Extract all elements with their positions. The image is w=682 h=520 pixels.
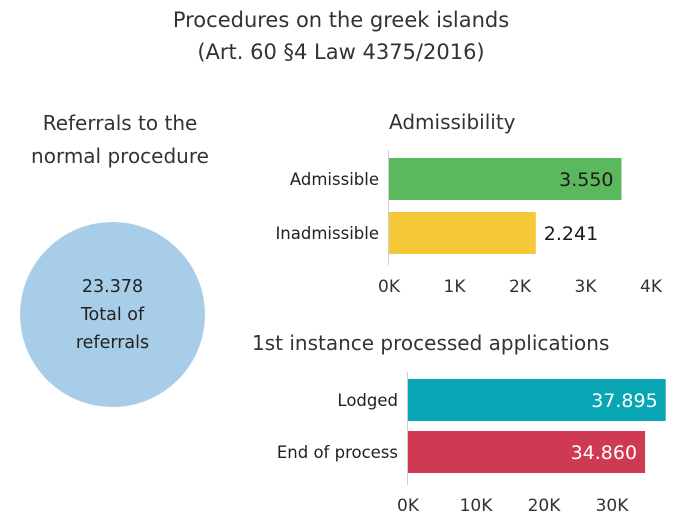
page-subtitle: (Art. 60 §4 Law 4375/2016) [197,40,485,64]
referrals-heading-line1: Referrals to the [42,111,198,135]
referrals-heading: Referrals to the normal procedure [0,107,240,173]
admissibility-tick-label: 2K [509,277,532,297]
processed-tick-label: 30K [596,496,630,516]
admissibility-value-label-inadmissible: 2.241 [544,223,598,245]
admissibility-category-label-inadmissible: Inadmissible [275,224,379,243]
processed-bar-end-of-process [408,431,646,473]
referrals-label-line1: Total of [80,304,145,325]
processed-tick-label: 20K [528,496,562,516]
admissibility-tick-label: 0K [378,277,401,297]
processed-tick-label: 10K [460,496,494,516]
admissibility-category-label-admissible: Admissible [290,170,379,189]
processed-value-label-end-of-process: 34.860 [571,442,637,464]
admissibility-tick-label: 4K [640,277,663,297]
referrals-heading-line2: normal procedure [31,144,209,168]
referrals-label-line2: referrals [75,332,150,353]
referrals-value: 23.378 [81,276,144,297]
processed-category-label-lodged: Lodged [337,391,398,410]
admissibility-chart-title: Admissibility [389,110,516,134]
processed-category-label-end-of-process: End of process [277,443,398,462]
processed-chart-title: 1st instance processed applications [252,331,610,355]
admissibility-tick-label: 1K [444,277,467,297]
referrals-circle: 23.378 Total of referrals [20,222,205,407]
processed-value-label-lodged: 37.895 [591,390,657,412]
page-title: Procedures on the greek islands [172,8,510,32]
admissibility-tick-label: 3K [575,277,598,297]
processed-bar-lodged [408,379,666,421]
admissibility-value-label-admissible: 3.550 [559,169,613,191]
admissibility-bar-admissible [389,158,622,200]
processed-tick-label: 0K [397,496,420,516]
admissibility-bar-inadmissible [389,212,536,254]
